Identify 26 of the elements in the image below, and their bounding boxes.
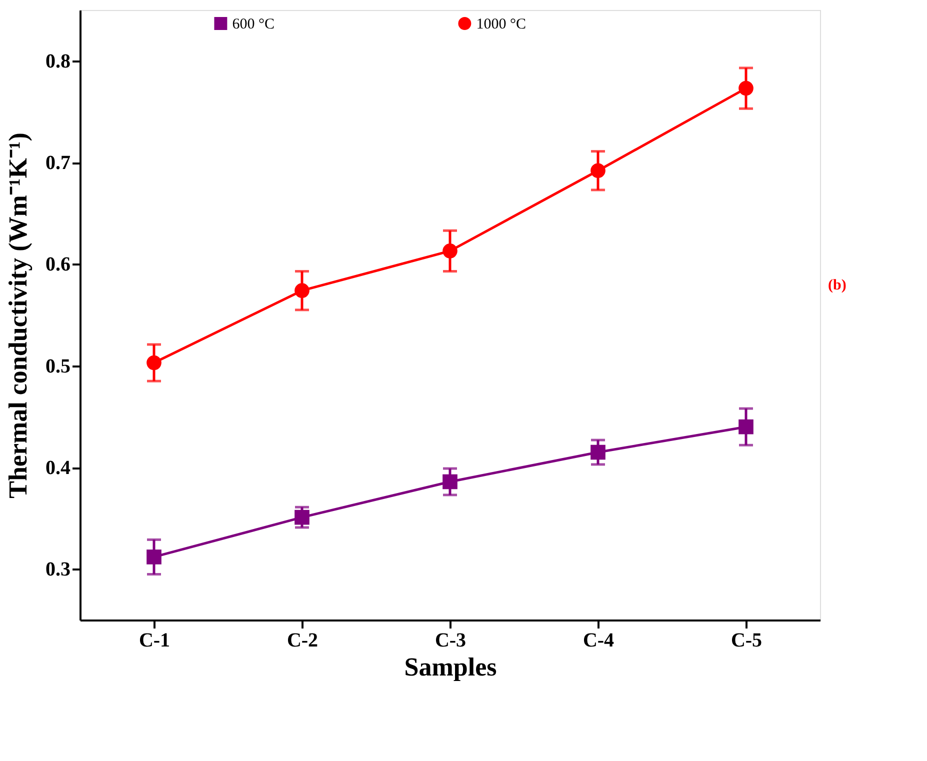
x-tick-label: C-1	[138, 630, 170, 652]
point	[146, 550, 162, 564]
point	[590, 444, 606, 460]
x-tick-label: C-4	[582, 630, 614, 652]
y-tick-label: 0.4	[46, 457, 70, 479]
point	[738, 80, 754, 96]
point	[738, 419, 754, 434]
legend-label: 1000 °C	[476, 16, 526, 33]
y-tick-label: 0.8	[46, 50, 70, 72]
y-tick-label: 0.7	[46, 152, 70, 174]
x-tick-label: C-5	[730, 630, 762, 652]
point	[442, 244, 458, 258]
y-tick-label: 0.6	[46, 254, 70, 276]
point	[590, 163, 606, 178]
text: (b)	[828, 278, 846, 294]
point	[442, 474, 458, 490]
legend-label: 600 °C	[232, 16, 274, 33]
y-tick-label: 0.5	[46, 355, 70, 378]
x-tick-label: C-3	[434, 630, 466, 652]
x-tick-label: C-2	[286, 630, 318, 652]
y-axis-title: Thermal conductivity (Wm⁻¹K⁻¹)	[4, 132, 32, 498]
point	[146, 355, 162, 370]
point	[294, 283, 310, 298]
point	[294, 510, 310, 525]
x-axis-title: Samples	[404, 652, 497, 682]
y-tick-label: 0.3	[46, 558, 70, 581]
